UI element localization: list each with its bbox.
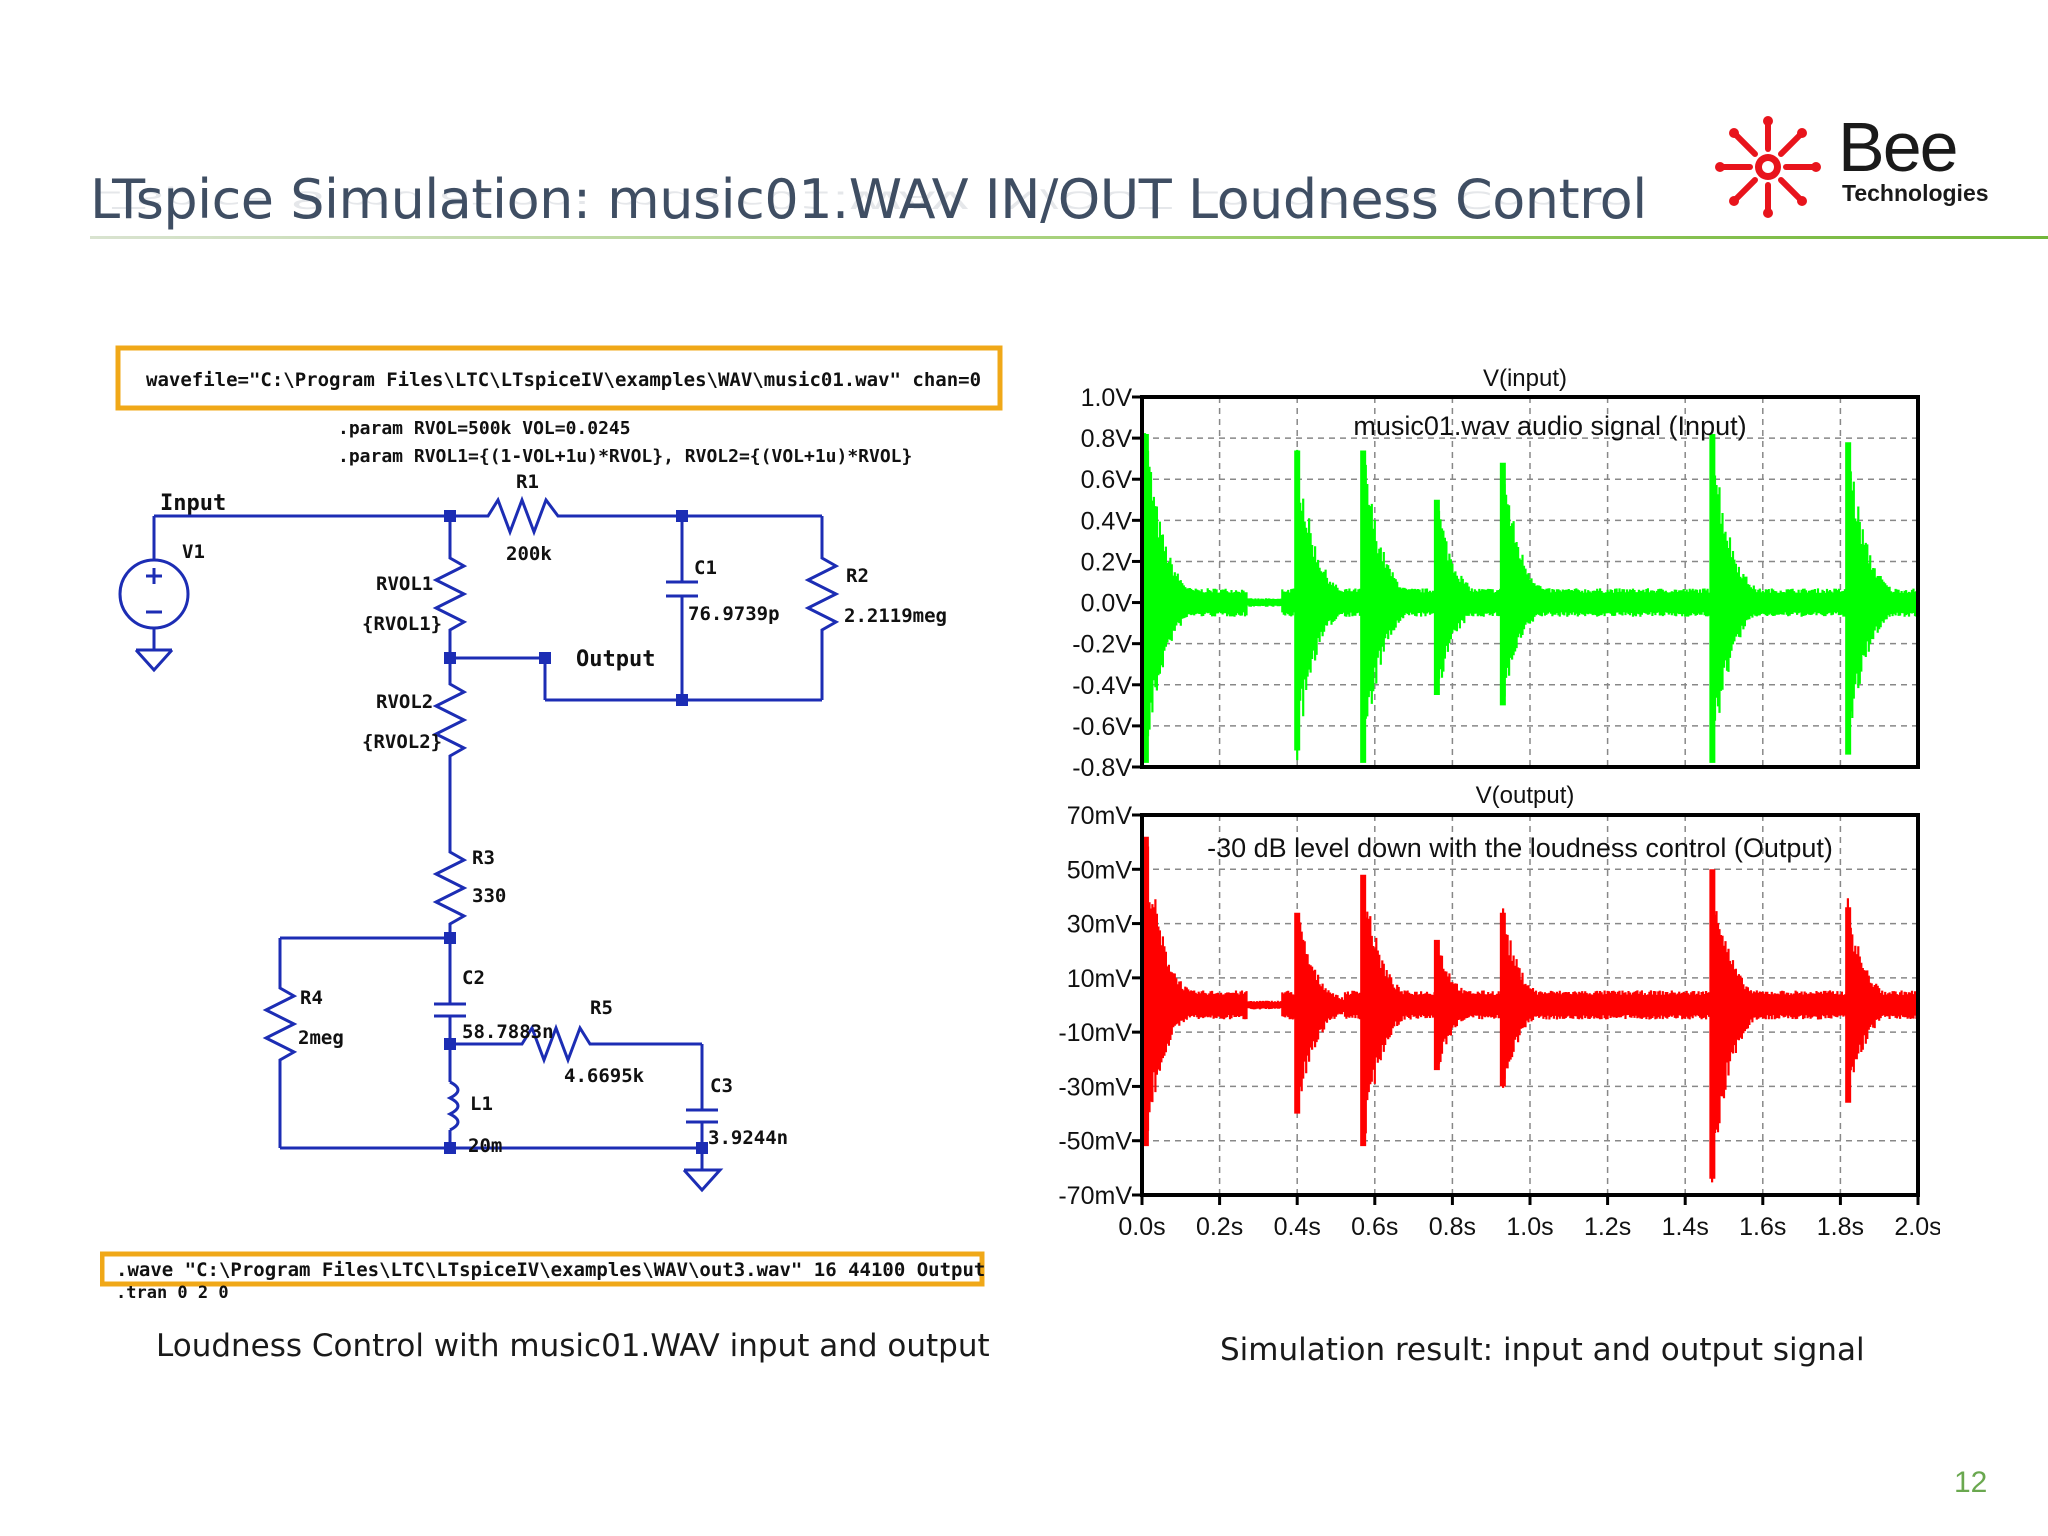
net-label-input: Input [160, 491, 226, 516]
x-tick-label: 2.0s [1894, 1213, 1940, 1241]
logo-wordmark: Bee [1838, 108, 1959, 186]
param-line-1: .param RVOL=500k VOL=0.0245 [338, 418, 631, 439]
r4-label: R4 [300, 987, 323, 1009]
output-y-tick-label: -10mV [1058, 1019, 1132, 1047]
loudness-control-schematic: wavefile="C:\Program Files\LTC\LTspiceIV… [100, 345, 1003, 1303]
input-y-tick-label: -0.8V [1072, 754, 1132, 782]
x-tick-label: 0.6s [1351, 1213, 1398, 1241]
v1-polarity-marks [146, 568, 162, 614]
bee-technologies-logo [1715, 116, 1821, 218]
output-y-ticks: 70mV 50mV 30mV 10mV -10mV -30mV -50mV -70mV [1058, 802, 1142, 1210]
x-tick-label: 1.6s [1739, 1213, 1786, 1241]
output-y-tick-label: 50mV [1067, 856, 1133, 884]
output-y-tick-label: -70mV [1058, 1182, 1132, 1210]
x-tick-label: 1.0s [1506, 1213, 1553, 1241]
output-trace [1140, 836, 1920, 1183]
rvol1-label: RVOL1 [376, 573, 433, 595]
c1-value: 76.9739p [688, 603, 780, 625]
param-line-2: .param RVOL1={(1-VOL+1u)*RVOL}, RVOL2={(… [338, 446, 912, 467]
wavefile-directive: wavefile="C:\Program Files\LTC\LTspiceIV… [146, 369, 981, 391]
input-y-tick-label: 0.0V [1081, 590, 1133, 618]
page-number: 12 [1954, 1466, 1988, 1499]
r4-value: 2meg [298, 1027, 344, 1049]
x-tick-label: 0.4s [1274, 1213, 1321, 1241]
output-trace-title: V(output) [1476, 782, 1575, 809]
simulation-caption: Simulation result: input and output sign… [1220, 1332, 1865, 1368]
tran-directive: .tran 0 2 0 [116, 1283, 229, 1303]
r5-label: R5 [590, 997, 613, 1019]
x-tick-label: 0.0s [1118, 1213, 1165, 1241]
output-y-tick-label: -30mV [1058, 1073, 1132, 1101]
c2-value: 58.7883n [462, 1021, 554, 1043]
output-y-tick-label: -50mV [1058, 1128, 1132, 1156]
logo-star-icon [1715, 116, 1821, 218]
input-y-tick-label: 0.2V [1081, 548, 1133, 576]
schematic-nodes [444, 510, 708, 1154]
r2-value: 2.2119meg [844, 605, 947, 627]
logo-subtitle: Technologies [1842, 180, 1989, 206]
x-tick-label: 1.4s [1662, 1213, 1709, 1241]
waveform-plots: V(input) 1.0V 0.8V 0.6V 0.4V 0.2V 0.0V -0.2V -0… [1058, 365, 1940, 1241]
c1-label: C1 [694, 557, 717, 579]
r5-value: 4.6695k [564, 1065, 645, 1087]
x-tick-label: 0.2s [1196, 1213, 1243, 1241]
x-tick-label: 0.8s [1429, 1213, 1476, 1241]
input-y-tick-label: 0.8V [1081, 425, 1133, 453]
x-tick-label: 1.2s [1584, 1213, 1631, 1241]
input-y-tick-label: -0.6V [1072, 713, 1132, 741]
input-y-tick-label: -0.4V [1072, 672, 1132, 700]
l1-value: 20m [468, 1135, 502, 1157]
schematic-caption: Loudness Control with music01.WAV input … [156, 1328, 990, 1364]
net-label-output: Output [576, 647, 655, 672]
l1-label: L1 [470, 1093, 493, 1115]
wave-directive-box [100, 1251, 985, 1287]
title-underline [90, 236, 2048, 239]
rvol2-value: {RVOL2} [362, 731, 442, 753]
r3-label: R3 [472, 847, 495, 869]
r2-label: R2 [846, 565, 869, 587]
rvol2-label: RVOL2 [376, 691, 433, 713]
rvol1-value: {RVOL1} [362, 613, 442, 635]
r3-value: 330 [472, 885, 506, 907]
schematic-wires [118, 495, 840, 1193]
input-y-ticks: 1.0V 0.8V 0.6V 0.4V 0.2V 0.0V -0.2V -0.4V -0.6V -… [1072, 384, 1142, 782]
wavefile-directive-box [115, 345, 1003, 411]
output-y-tick-label: 30mV [1067, 911, 1133, 939]
input-trace [1140, 433, 1920, 763]
input-y-tick-label: 1.0V [1081, 384, 1133, 412]
input-y-tick-label: 0.6V [1081, 466, 1133, 494]
input-trace-title: V(input) [1483, 365, 1567, 392]
output-annotation: -30 dB level down with the loudness cont… [1207, 833, 1833, 863]
c3-label: C3 [710, 1075, 733, 1097]
slide-title-reflection: LTspice Simulation: music01.WAV IN/OUT L… [90, 185, 1647, 214]
c2-label: C2 [462, 967, 485, 989]
output-y-tick-label: 10mV [1067, 965, 1133, 993]
r1-value: 200k [506, 543, 552, 565]
r1-label: R1 [516, 471, 539, 493]
input-y-tick-label: -0.2V [1072, 631, 1132, 659]
x-tick-label: 1.8s [1817, 1213, 1864, 1241]
v1-label: V1 [182, 541, 205, 563]
slide-title: LTspice Simulation: music01.WAV IN/OUT L… [90, 168, 1647, 231]
input-annotation: music01.wav audio signal (Input) [1353, 411, 1746, 441]
input-y-tick-label: 0.4V [1081, 507, 1133, 535]
wave-directive: .wave "C:\Program Files\LTC\LTspiceIV\ex… [116, 1259, 985, 1281]
output-y-tick-label: 70mV [1067, 802, 1133, 830]
x-axis-ticks: 0.0s 0.2s 0.4s 0.6s 0.8s 1.0s 1.2s 1.4s 1.6s 1.8s… [1118, 1195, 1940, 1241]
c3-value: 3.9244n [708, 1127, 788, 1149]
